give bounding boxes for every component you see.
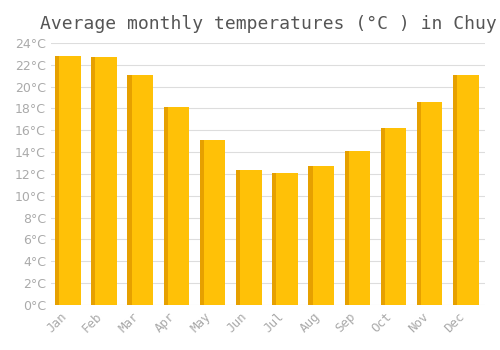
Bar xyxy=(166,107,189,305)
Bar xyxy=(92,57,96,305)
Bar xyxy=(236,170,240,305)
Bar xyxy=(200,140,204,305)
Bar xyxy=(164,107,168,305)
Bar xyxy=(380,128,385,305)
Bar xyxy=(94,57,117,305)
Title: Average monthly temperatures (°C ) in Chuy: Average monthly temperatures (°C ) in Ch… xyxy=(40,15,496,33)
Bar xyxy=(417,102,421,305)
Bar xyxy=(455,75,478,305)
Bar xyxy=(238,170,262,305)
Bar xyxy=(130,75,153,305)
Bar xyxy=(453,75,458,305)
Bar xyxy=(272,173,276,305)
Bar xyxy=(55,56,60,305)
Bar xyxy=(310,166,334,305)
Bar xyxy=(383,128,406,305)
Bar xyxy=(346,151,370,305)
Bar xyxy=(308,166,312,305)
Bar xyxy=(274,173,298,305)
Bar xyxy=(128,75,132,305)
Bar xyxy=(57,56,80,305)
Bar xyxy=(344,151,348,305)
Bar xyxy=(202,140,226,305)
Bar xyxy=(419,102,442,305)
